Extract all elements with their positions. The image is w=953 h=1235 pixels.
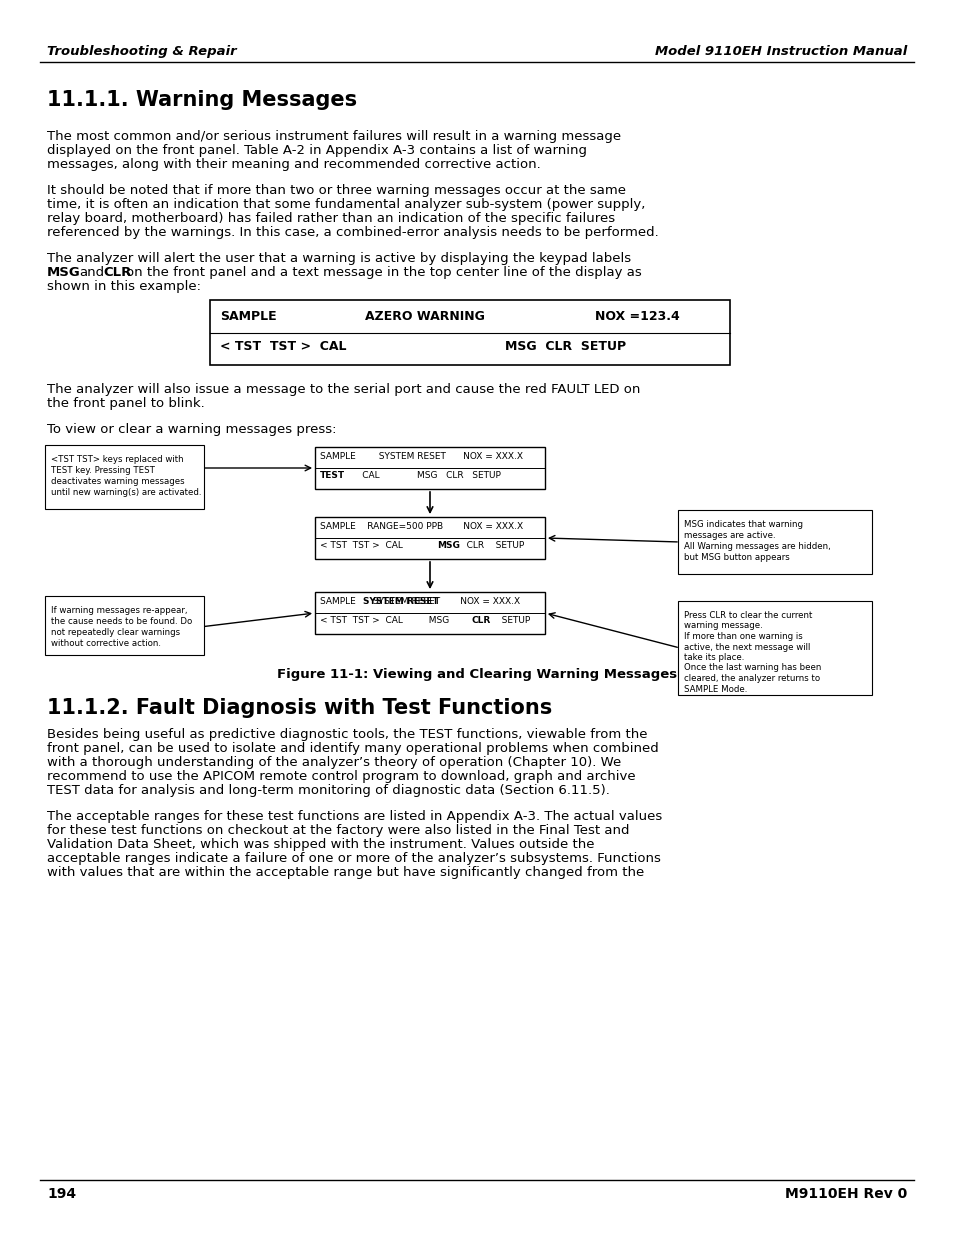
Text: Model 9110EH Instruction Manual: Model 9110EH Instruction Manual — [654, 44, 906, 58]
Text: without corrective action.: without corrective action. — [51, 638, 161, 648]
Text: <TST TST> keys replaced with: <TST TST> keys replaced with — [51, 454, 183, 464]
Text: MSG  CLR  SETUP: MSG CLR SETUP — [504, 341, 625, 353]
Text: Press CLR to clear the current: Press CLR to clear the current — [683, 611, 812, 620]
Text: The analyzer will also issue a message to the serial port and cause the red FAUL: The analyzer will also issue a message t… — [47, 383, 639, 396]
FancyBboxPatch shape — [45, 445, 204, 509]
Text: MSG: MSG — [47, 266, 81, 279]
Text: but MSG button appears: but MSG button appears — [683, 553, 789, 562]
Text: active, the next message will: active, the next message will — [683, 642, 809, 652]
Text: TEST: TEST — [319, 471, 345, 480]
Text: and: and — [79, 266, 104, 279]
Text: TEST data for analysis and long-term monitoring of diagnostic data (Section 6.11: TEST data for analysis and long-term mon… — [47, 784, 609, 797]
Text: SAMPLE    RANGE=500 PPB       NOX = XXX.X: SAMPLE RANGE=500 PPB NOX = XXX.X — [319, 522, 522, 531]
Text: < TST  TST >  CAL         MSG: < TST TST > CAL MSG — [319, 616, 449, 625]
Text: < TST  TST >  CAL: < TST TST > CAL — [319, 541, 402, 550]
FancyBboxPatch shape — [45, 597, 204, 655]
Text: SAMPLE      SYSTEM RESET       NOX = XXX.X: SAMPLE SYSTEM RESET NOX = XXX.X — [319, 597, 519, 606]
Text: SAMPLE: SAMPLE — [220, 310, 276, 324]
Text: 11.1.1. Warning Messages: 11.1.1. Warning Messages — [47, 90, 356, 110]
Text: 11.1.2. Fault Diagnosis with Test Functions: 11.1.2. Fault Diagnosis with Test Functi… — [47, 698, 552, 718]
Text: Figure 11-1: Viewing and Clearing Warning Messages: Figure 11-1: Viewing and Clearing Warnin… — [276, 668, 677, 680]
Text: TEST key. Pressing TEST: TEST key. Pressing TEST — [51, 466, 154, 475]
Text: until new warning(s) are activated.: until new warning(s) are activated. — [51, 488, 201, 496]
Text: SETUP: SETUP — [493, 616, 530, 625]
Text: with a thorough understanding of the analyzer’s theory of operation (Chapter 10): with a thorough understanding of the ana… — [47, 756, 620, 769]
FancyBboxPatch shape — [678, 510, 871, 574]
Text: < TST  TST >  CAL: < TST TST > CAL — [220, 341, 346, 353]
Text: MSG indicates that warning: MSG indicates that warning — [683, 520, 802, 529]
Text: front panel, can be used to isolate and identify many operational problems when : front panel, can be used to isolate and … — [47, 742, 659, 755]
Text: messages are active.: messages are active. — [683, 531, 775, 540]
FancyBboxPatch shape — [678, 601, 871, 695]
Text: on the front panel and a text message in the top center line of the display as: on the front panel and a text message in… — [126, 266, 641, 279]
Text: NOX =123.4: NOX =123.4 — [595, 310, 679, 324]
Text: SAMPLE        SYSTEM RESET      NOX = XXX.X: SAMPLE SYSTEM RESET NOX = XXX.X — [319, 452, 522, 461]
Text: The analyzer will alert the user that a warning is active by displaying the keyp: The analyzer will alert the user that a … — [47, 252, 631, 266]
Text: To view or clear a warning messages press:: To view or clear a warning messages pres… — [47, 424, 336, 436]
Text: SYSTEM RESET: SYSTEM RESET — [363, 597, 438, 606]
FancyBboxPatch shape — [314, 447, 544, 489]
Text: CAL             MSG   CLR   SETUP: CAL MSG CLR SETUP — [345, 471, 500, 480]
Text: The acceptable ranges for these test functions are listed in Appendix A-3. The a: The acceptable ranges for these test fun… — [47, 810, 661, 823]
Text: CLR: CLR — [472, 616, 491, 625]
Text: for these test functions on checkout at the factory were also listed in the Fina: for these test functions on checkout at … — [47, 824, 629, 837]
Text: shown in this example:: shown in this example: — [47, 280, 201, 293]
FancyBboxPatch shape — [210, 300, 729, 366]
Text: recommend to use the APICOM remote control program to download, graph and archiv: recommend to use the APICOM remote contr… — [47, 769, 635, 783]
Text: 194: 194 — [47, 1187, 76, 1200]
Text: deactivates warning messages: deactivates warning messages — [51, 477, 185, 487]
Text: AZERO WARNING: AZERO WARNING — [365, 310, 484, 324]
Text: acceptable ranges indicate a failure of one or more of the analyzer’s subsystems: acceptable ranges indicate a failure of … — [47, 852, 660, 864]
FancyBboxPatch shape — [314, 517, 544, 559]
Text: Troubleshooting & Repair: Troubleshooting & Repair — [47, 44, 236, 58]
Text: If more than one warning is: If more than one warning is — [683, 632, 801, 641]
Text: Once the last warning has been: Once the last warning has been — [683, 663, 821, 673]
Text: CLR    SETUP: CLR SETUP — [457, 541, 524, 550]
Text: MSG: MSG — [436, 541, 459, 550]
Text: If warning messages re-appear,: If warning messages re-appear, — [51, 606, 188, 615]
Text: All Warning messages are hidden,: All Warning messages are hidden, — [683, 542, 830, 551]
Text: time, it is often an indication that some fundamental analyzer sub-system (power: time, it is often an indication that som… — [47, 198, 644, 211]
Text: the front panel to blink.: the front panel to blink. — [47, 396, 205, 410]
Text: Besides being useful as predictive diagnostic tools, the TEST functions, viewabl: Besides being useful as predictive diagn… — [47, 727, 647, 741]
Text: cleared, the analyzer returns to: cleared, the analyzer returns to — [683, 674, 820, 683]
Text: relay board, motherboard) has failed rather than an indication of the specific f: relay board, motherboard) has failed rat… — [47, 212, 615, 225]
Text: displayed on the front panel. Table A-2 in Appendix A-3 contains a list of warni: displayed on the front panel. Table A-2 … — [47, 144, 586, 157]
Text: Validation Data Sheet, which was shipped with the instrument. Values outside the: Validation Data Sheet, which was shipped… — [47, 839, 594, 851]
Text: with values that are within the acceptable range but have significantly changed : with values that are within the acceptab… — [47, 866, 643, 879]
Text: referenced by the warnings. In this case, a combined-error analysis needs to be : referenced by the warnings. In this case… — [47, 226, 659, 240]
Text: the cause needs to be found. Do: the cause needs to be found. Do — [51, 618, 193, 626]
Text: It should be noted that if more than two or three warning messages occur at the : It should be noted that if more than two… — [47, 184, 625, 198]
Text: take its place.: take its place. — [683, 653, 743, 662]
Text: not repeatedly clear warnings: not repeatedly clear warnings — [51, 629, 180, 637]
Text: M9110EH Rev 0: M9110EH Rev 0 — [784, 1187, 906, 1200]
Text: CLR: CLR — [103, 266, 132, 279]
Text: warning message.: warning message. — [683, 621, 762, 631]
Text: SAMPLE Mode.: SAMPLE Mode. — [683, 684, 746, 694]
Text: messages, along with their meaning and recommended corrective action.: messages, along with their meaning and r… — [47, 158, 540, 170]
Text: The most common and/or serious instrument failures will result in a warning mess: The most common and/or serious instrumen… — [47, 130, 620, 143]
FancyBboxPatch shape — [314, 592, 544, 634]
